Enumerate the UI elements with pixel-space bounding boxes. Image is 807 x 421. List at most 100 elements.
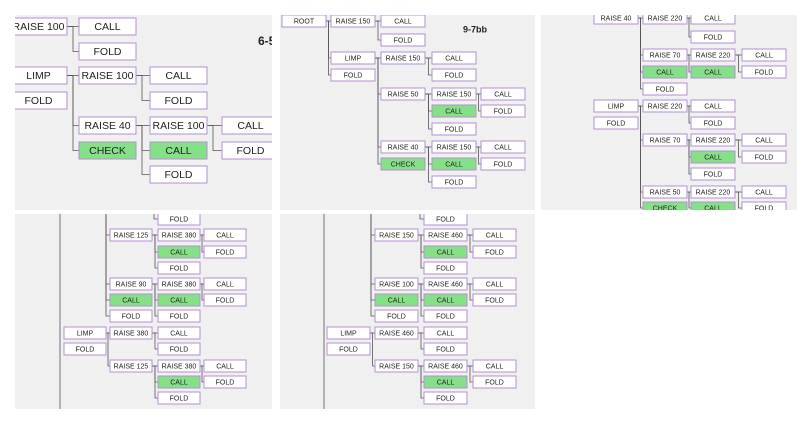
node-label: FOLD	[164, 169, 192, 181]
tree-node: CHECK	[642, 201, 688, 210]
tree-node: RAISE 150	[374, 359, 419, 373]
node-box	[203, 228, 247, 242]
tree-node: RAISE 150	[380, 51, 426, 65]
node-box	[374, 277, 419, 291]
connector	[735, 191, 742, 209]
node-box	[423, 309, 468, 323]
node-box	[149, 66, 208, 85]
node-label: CALL	[445, 161, 463, 168]
tree-node: FOLD	[431, 68, 477, 82]
node-label: RAISE 100	[379, 281, 414, 288]
node-label: FOLD	[164, 95, 192, 107]
node-box	[431, 104, 477, 118]
node-box	[472, 228, 517, 242]
connector	[467, 283, 473, 301]
node-label: CALL	[170, 379, 188, 386]
node-label: RAISE 90	[116, 281, 147, 288]
node-box	[423, 391, 468, 405]
node-label: CALL	[704, 15, 722, 22]
tree-node: RAISE 150	[431, 140, 477, 154]
connector	[105, 214, 110, 317]
connector	[200, 365, 204, 383]
node-box	[380, 87, 426, 101]
connector	[425, 93, 432, 130]
node-label: LIMP	[77, 330, 94, 337]
node-label: CALL	[216, 281, 234, 288]
node-box	[326, 326, 371, 340]
tree-node: LIMP	[63, 326, 107, 340]
tree-node: RAISE 460	[423, 359, 468, 373]
node-label: RAISE 40	[388, 144, 419, 151]
tree-node: CALL	[149, 66, 208, 85]
tree-node: FOLD	[423, 261, 468, 275]
node-label: CALL	[170, 330, 188, 337]
node-label: RAISE 40	[601, 15, 632, 22]
tree-node: RAISE 380	[157, 359, 201, 373]
tree-node: CALL	[690, 99, 736, 113]
tree-node: FOLD	[423, 214, 468, 226]
node-label: RAISE 100	[82, 70, 134, 82]
node-box	[741, 150, 787, 164]
node-box	[431, 140, 477, 154]
node-box	[690, 65, 736, 79]
tree-node: FOLD	[15, 91, 68, 110]
node-label: FOLD	[494, 161, 513, 168]
node-box	[480, 157, 526, 171]
connector	[152, 332, 158, 350]
tree-node: CALL	[472, 228, 517, 242]
tree-node: FOLD	[480, 157, 526, 171]
node-box	[423, 342, 468, 356]
tree-node: FOLD	[741, 201, 787, 210]
node-label: FOLD	[436, 313, 455, 320]
tree-node: FOLD	[690, 167, 736, 181]
connector	[476, 146, 481, 165]
node-label: CALL	[437, 330, 455, 337]
tree-node: FOLD	[593, 116, 639, 130]
tree-node: RAISE 100	[15, 17, 68, 36]
node-label: CALL	[170, 249, 188, 256]
tree-node: FOLD	[109, 309, 153, 323]
node-box	[380, 33, 426, 47]
node-label: FOLD	[704, 120, 723, 127]
panel-background	[15, 15, 272, 210]
node-box	[423, 228, 468, 242]
tree-node: RAISE 100	[374, 277, 419, 291]
node-box	[63, 326, 107, 340]
node-label: FOLD	[387, 313, 406, 320]
node-label: CALL	[486, 232, 504, 239]
tree-node: CALL	[109, 293, 153, 307]
node-label: CALL	[237, 120, 263, 132]
node-box	[690, 99, 736, 113]
node-label: CHECK	[391, 161, 416, 168]
node-label: FOLD	[236, 145, 264, 157]
node-box	[741, 65, 787, 79]
tree-node: CALL	[741, 185, 787, 199]
tree-node: RAISE 50	[380, 87, 426, 101]
tree-node: FOLD	[690, 30, 736, 44]
tree-node: RAISE 220	[690, 48, 736, 62]
node-label: LIMP	[26, 70, 51, 82]
node-box	[15, 17, 68, 36]
tree-node: CALL	[642, 65, 688, 79]
node-label: RAISE 50	[388, 91, 419, 98]
node-box	[431, 87, 477, 101]
node-box	[380, 51, 426, 65]
tree-node: FOLD	[78, 42, 137, 61]
tree-node: CALL	[480, 87, 526, 101]
node-label: RAISE 100	[153, 120, 205, 132]
tree-node: CALL	[431, 157, 477, 171]
tree-node: FOLD	[472, 245, 517, 259]
tree-node: LIMP	[330, 51, 376, 65]
node-box	[423, 261, 468, 275]
node-label: FOLD	[704, 34, 723, 41]
tree-node: CALL	[203, 359, 247, 373]
connector	[152, 365, 158, 399]
tree-node: FOLD	[330, 68, 376, 82]
tree-node: RAISE 90	[109, 277, 153, 291]
connector	[418, 365, 424, 399]
tree-node: CALL	[203, 277, 247, 291]
tree-node: FOLD	[149, 91, 208, 110]
connector	[67, 75, 79, 151]
node-box	[593, 15, 639, 25]
node-label: RAISE 125	[114, 232, 149, 239]
